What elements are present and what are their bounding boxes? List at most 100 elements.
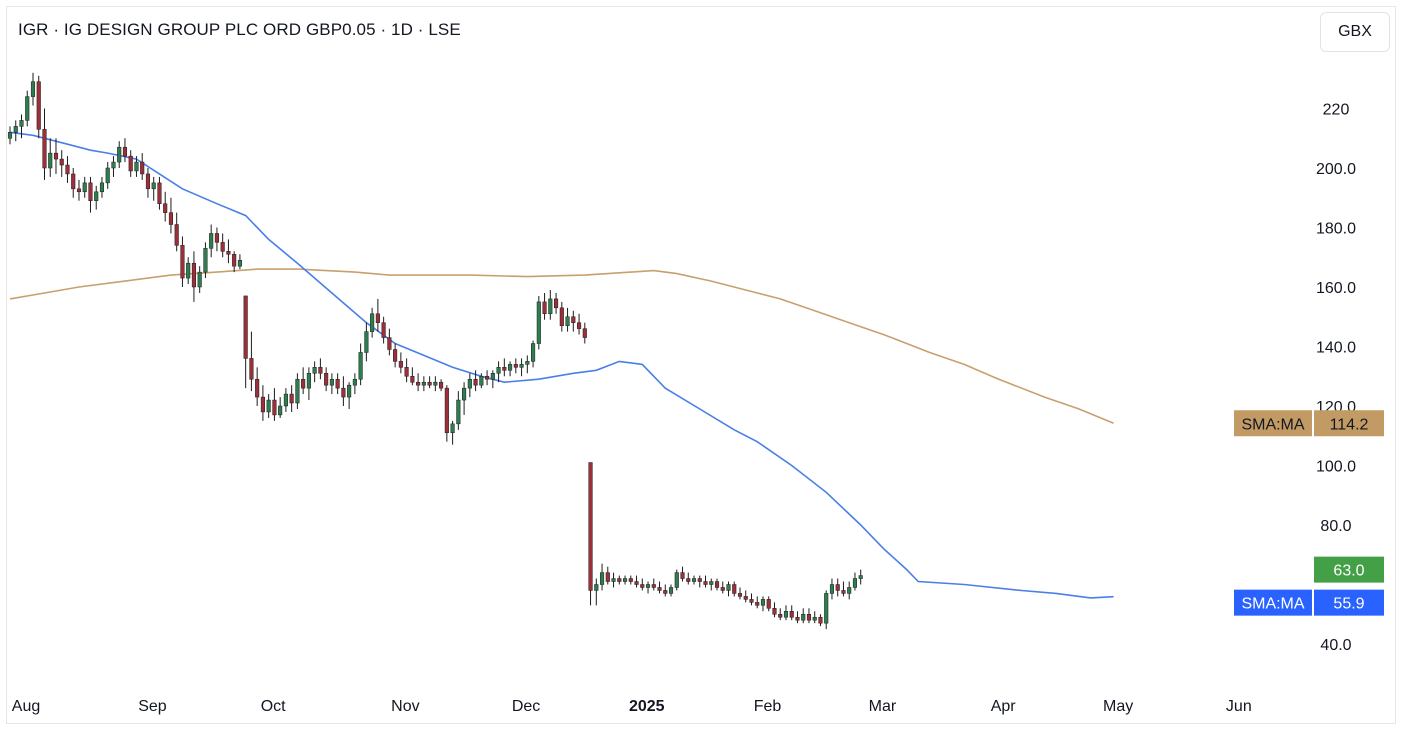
- candle-body: [749, 599, 754, 603]
- candle-body: [36, 81, 41, 130]
- candle-body: [801, 614, 806, 621]
- candle-body: [301, 378, 306, 389]
- candle-body: [582, 328, 587, 338]
- candle-body: [88, 182, 93, 201]
- candle-body: [645, 584, 651, 588]
- candle-body: [249, 358, 254, 380]
- candle-body: [7, 132, 13, 139]
- candle-body: [588, 462, 593, 591]
- candle-body: [71, 173, 76, 190]
- candle-body: [140, 161, 145, 175]
- candle-body: [542, 301, 547, 315]
- candle-body: [485, 376, 490, 380]
- x-tick-label: May: [1103, 698, 1133, 715]
- candle-body: [605, 572, 610, 582]
- candle-body: [835, 584, 840, 591]
- candle-body: [76, 188, 82, 193]
- candle-body: [398, 361, 403, 368]
- x-tick-label: Sep: [138, 698, 167, 715]
- candle-body: [490, 373, 495, 380]
- candle-body: [726, 584, 731, 591]
- candle-body: [111, 161, 116, 169]
- sma-slow-tag-name: SMA:MA: [1241, 416, 1304, 433]
- currency-button[interactable]: GBX: [1320, 12, 1390, 52]
- candle-body: [714, 581, 720, 588]
- candle-body: [847, 587, 852, 594]
- candle-body: [668, 587, 674, 594]
- candle-body: [393, 349, 398, 362]
- candle-body: [611, 578, 616, 582]
- candle-body: [663, 590, 668, 594]
- candle-body: [42, 129, 47, 169]
- candle-body: [295, 378, 300, 404]
- sma-fast-line: [9, 131, 1114, 599]
- candle-body: [99, 182, 105, 193]
- candle-body: [531, 343, 536, 362]
- x-tick-label: Jun: [1226, 698, 1252, 715]
- candle-body: [128, 155, 133, 172]
- candle-body: [755, 602, 760, 606]
- candle-body: [760, 599, 766, 606]
- x-tick-label: 2025: [629, 698, 665, 715]
- candle-body: [829, 584, 835, 594]
- candle-body: [266, 399, 271, 413]
- sma-slow-tag-value-box: [1314, 410, 1384, 437]
- candle-body: [519, 364, 524, 368]
- last-price-tag-value: 63.0: [1333, 563, 1364, 580]
- candle-body: [260, 396, 265, 413]
- chart-title: IGR · IG DESIGN GROUP PLC ORD GBP0.05 · …: [18, 20, 461, 39]
- candle-body: [554, 298, 559, 309]
- candle-body: [278, 405, 283, 416]
- candle-body: [191, 262, 196, 288]
- candle-body: [370, 313, 375, 332]
- candle-body: [421, 381, 426, 386]
- candle-body: [674, 572, 679, 588]
- x-tick-label: Feb: [754, 698, 782, 715]
- y-tick-label: 140.0: [1316, 340, 1356, 357]
- y-tick-label: 40.0: [1320, 637, 1351, 654]
- candle-body: [387, 337, 392, 350]
- last-price-tag-value-box: [1314, 556, 1384, 583]
- candle-body: [19, 120, 24, 127]
- candle-body: [691, 578, 697, 582]
- candle-body: [312, 367, 317, 374]
- candle-body: [467, 378, 472, 389]
- candle-body: [134, 161, 139, 172]
- candle-body: [289, 393, 294, 404]
- candle-body: [824, 593, 829, 624]
- candle-body: [479, 376, 484, 386]
- candle-body: [243, 295, 248, 359]
- candle-body: [163, 203, 168, 213]
- candle-body: [335, 378, 340, 389]
- candle-body: [214, 233, 219, 243]
- candle-body: [634, 581, 639, 585]
- candle-body: [594, 584, 599, 591]
- y-tick-label: 180.0: [1316, 221, 1356, 238]
- candle-body: [628, 578, 633, 582]
- candle-body: [186, 262, 191, 279]
- candle-body: [473, 378, 478, 386]
- candle-body: [559, 307, 564, 326]
- candle-body: [720, 587, 725, 591]
- candle-body: [25, 96, 30, 121]
- x-tick-label: Aug: [12, 698, 40, 715]
- candle-body: [203, 248, 208, 273]
- candle-body: [743, 596, 748, 600]
- candle-body: [197, 271, 202, 288]
- candle-body: [347, 384, 352, 398]
- candle-body: [858, 575, 863, 579]
- candle-body: [697, 578, 702, 582]
- candle-body: [145, 173, 151, 190]
- candle-body: [53, 152, 59, 160]
- sma-fast-tag-name: SMA:MA: [1241, 596, 1304, 613]
- candle-body: [525, 361, 530, 365]
- candle-body: [381, 322, 386, 338]
- candle-body: [151, 182, 156, 190]
- candle-body: [703, 581, 708, 585]
- sma-slow-tag-name-box: [1234, 410, 1312, 437]
- candle-body: [341, 387, 346, 398]
- candle-body: [404, 367, 409, 377]
- candle-body: [272, 399, 277, 416]
- x-tick-label: Dec: [512, 698, 540, 715]
